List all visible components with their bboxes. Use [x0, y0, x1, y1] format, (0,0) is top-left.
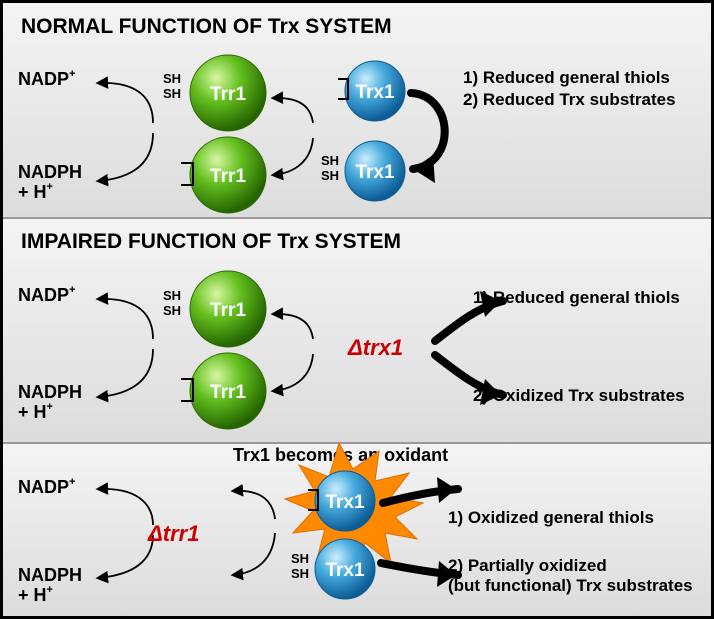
svg-text:SH: SH	[163, 86, 181, 101]
svg-text:Trx1: Trx1	[325, 560, 365, 581]
svg-text:Trr1: Trr1	[210, 300, 246, 321]
svg-text:Trr1: Trr1	[210, 382, 246, 403]
svg-text:SH: SH	[163, 288, 181, 303]
svg-text:SH: SH	[321, 153, 339, 168]
diagram-svg: NORMAL FUNCTION OF Trx SYSTEM NADP+ NADP…	[3, 3, 711, 616]
out1-3: 1) Oxidized general thiols	[448, 508, 654, 527]
nadp-ox-3: NADP+	[18, 476, 75, 497]
svg-text:Trx1: Trx1	[325, 492, 365, 513]
out1-1: 1) Reduced general thiols	[463, 68, 670, 87]
nadph-3: NADPH	[18, 565, 82, 585]
svg-text:SH: SH	[291, 551, 309, 566]
svg-text:Trr1: Trr1	[210, 166, 246, 187]
out3-3: (but functional) Trx substrates	[448, 576, 693, 595]
mutant-trx1: Δtrx1	[347, 335, 403, 360]
svg-text:SH: SH	[291, 566, 309, 581]
nadph-1: NADPH	[18, 162, 82, 182]
diagram-frame: NORMAL FUNCTION OF Trx SYSTEM NADP+ NADP…	[0, 0, 714, 619]
out1-2: 1) Reduced general thiols	[473, 288, 680, 307]
title-normal: NORMAL FUNCTION OF Trx SYSTEM	[21, 15, 392, 38]
nadp-ox-1: NADP+	[18, 68, 75, 89]
svg-text:SH: SH	[321, 168, 339, 183]
nadp-ox-2: NADP+	[18, 284, 75, 305]
svg-text:Trx1: Trx1	[355, 162, 395, 183]
out2-3: 2) Partially oxidized	[448, 556, 607, 575]
out2-1: 2) Reduced Trx substrates	[463, 90, 676, 109]
out2-2: 2) Oxidized Trx substrates	[473, 386, 685, 405]
title-impaired: IMPAIRED FUNCTION OF Trx SYSTEM	[21, 230, 401, 253]
mutant-trr1: Δtrr1	[147, 521, 199, 546]
svg-text:SH: SH	[163, 303, 181, 318]
svg-text:Trx1: Trx1	[355, 82, 395, 103]
svg-text:SH: SH	[163, 71, 181, 86]
nadph-2: NADPH	[18, 382, 82, 402]
svg-text:Trr1: Trr1	[210, 84, 246, 105]
